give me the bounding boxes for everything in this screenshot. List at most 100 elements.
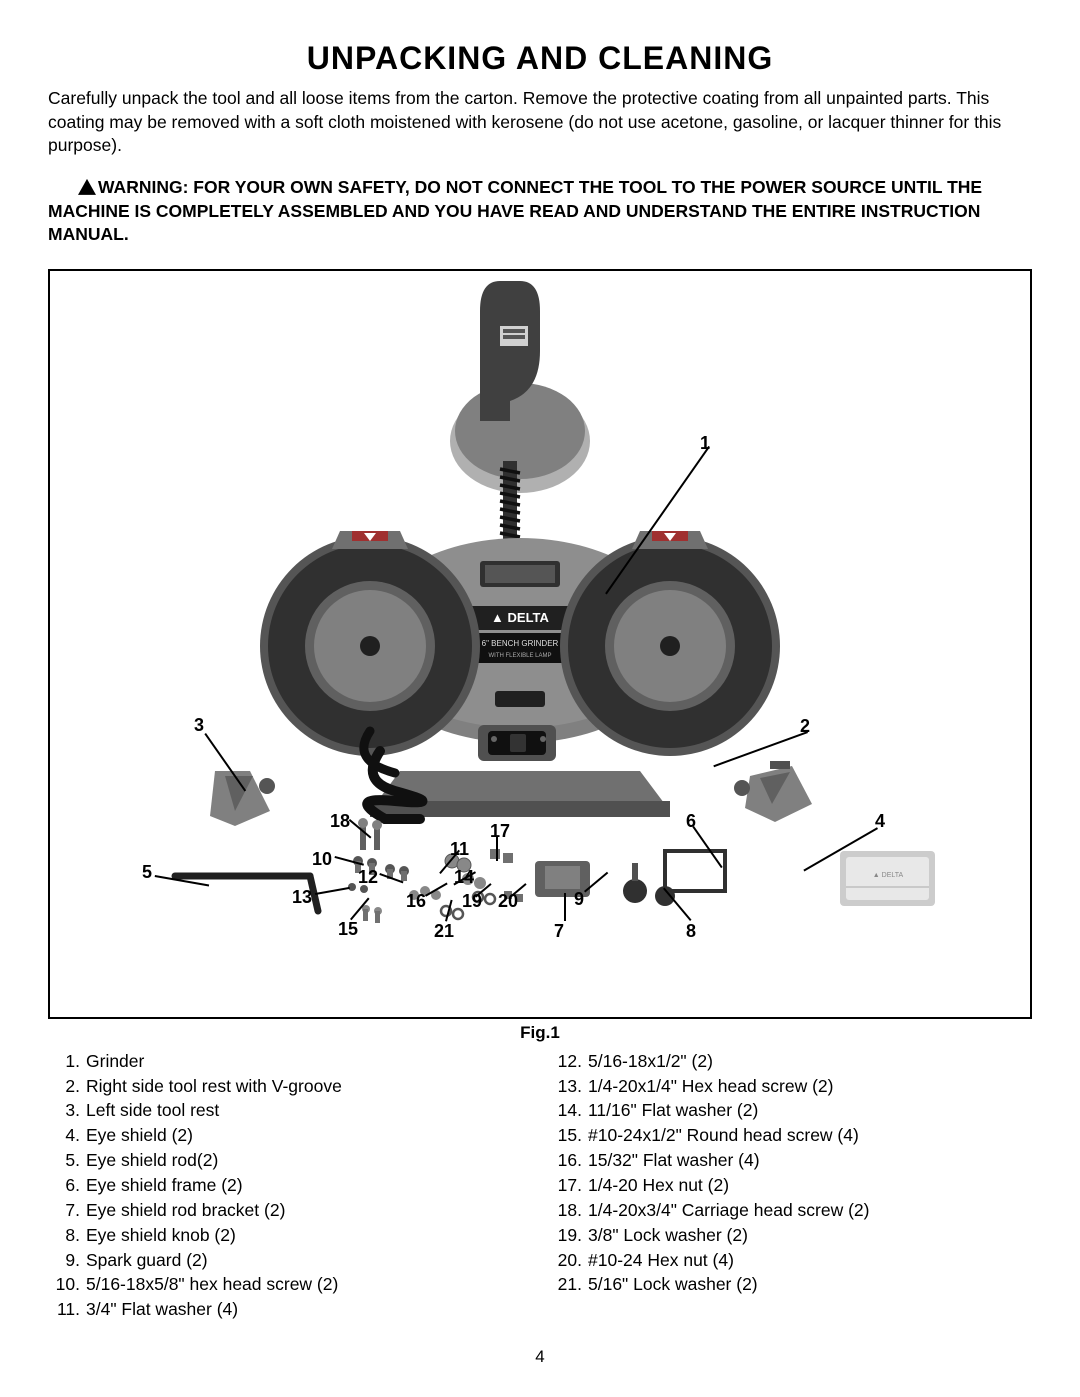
parts-item-number: 12. bbox=[554, 1049, 582, 1074]
parts-item-number: 21. bbox=[554, 1272, 582, 1297]
callout-number: 20 bbox=[498, 891, 518, 912]
parts-list-right: 12.5/16-18x1/2" (2)13.1/4-20x1/4" Hex he… bbox=[550, 1049, 1032, 1322]
callout-number: 15 bbox=[338, 919, 358, 940]
callout-number: 14 bbox=[454, 867, 474, 888]
parts-item-number: 18. bbox=[554, 1198, 582, 1223]
parts-list-item: 15.#10-24x1/2" Round head screw (4) bbox=[578, 1123, 1032, 1148]
parts-item-text: Eye shield (2) bbox=[86, 1125, 193, 1145]
svg-text:▲ DELTA: ▲ DELTA bbox=[873, 872, 904, 879]
parts-item-text: 1/4-20x3/4" Carriage head screw (2) bbox=[588, 1200, 870, 1220]
callout-number: 10 bbox=[312, 849, 332, 870]
callout-number: 8 bbox=[686, 921, 696, 942]
warning-paragraph: WARNING: FOR YOUR OWN SAFETY, DO NOT CON… bbox=[48, 176, 1032, 247]
parts-list-item: 12.5/16-18x1/2" (2) bbox=[578, 1049, 1032, 1074]
parts-item-text: Eye shield knob (2) bbox=[86, 1225, 236, 1245]
parts-list-item: 17.1/4-20 Hex nut (2) bbox=[578, 1173, 1032, 1198]
parts-item-number: 4. bbox=[52, 1123, 80, 1148]
parts-item-number: 15. bbox=[554, 1123, 582, 1148]
parts-item-number: 11. bbox=[52, 1297, 80, 1322]
parts-item-number: 1. bbox=[52, 1049, 80, 1074]
leader-line bbox=[564, 893, 566, 921]
parts-item-number: 10. bbox=[52, 1272, 80, 1297]
callout-number: 5 bbox=[142, 862, 152, 883]
parts-item-text: Eye shield rod bracket (2) bbox=[86, 1200, 285, 1220]
callout-number: 9 bbox=[574, 889, 584, 910]
callout-number: 21 bbox=[434, 921, 454, 942]
parts-item-number: 3. bbox=[52, 1098, 80, 1123]
callout-number: 13 bbox=[292, 887, 312, 908]
warning-icon bbox=[78, 179, 96, 195]
parts-list-item: 4.Eye shield (2) bbox=[76, 1123, 530, 1148]
parts-list-item: 6.Eye shield frame (2) bbox=[76, 1173, 530, 1198]
grinder-illustration: ▲ DELTA 6" BENCH GRINDER WITH FLEXIBLE L… bbox=[50, 271, 1030, 1017]
parts-item-text: 5/16" Lock washer (2) bbox=[588, 1274, 758, 1294]
parts-list-item: 18.1/4-20x3/4" Carriage head screw (2) bbox=[578, 1198, 1032, 1223]
parts-list-item: 3.Left side tool rest bbox=[76, 1098, 530, 1123]
parts-item-number: 7. bbox=[52, 1198, 80, 1223]
parts-item-number: 20. bbox=[554, 1248, 582, 1273]
parts-item-number: 2. bbox=[52, 1074, 80, 1099]
parts-item-text: 3/4" Flat washer (4) bbox=[86, 1299, 238, 1319]
parts-list-item: 20.#10-24 Hex nut (4) bbox=[578, 1248, 1032, 1273]
figure-box: ▲ DELTA 6" BENCH GRINDER WITH FLEXIBLE L… bbox=[48, 269, 1032, 1019]
callout-number: 11 bbox=[450, 839, 469, 860]
parts-list-item: 16.15/32" Flat washer (4) bbox=[578, 1148, 1032, 1173]
parts-item-text: 5/16-18x1/2" (2) bbox=[588, 1051, 713, 1071]
parts-item-text: Spark guard (2) bbox=[86, 1250, 208, 1270]
parts-list-columns: 1.Grinder2.Right side tool rest with V-g… bbox=[48, 1049, 1032, 1322]
callout-number: 2 bbox=[800, 716, 810, 737]
parts-list-item: 5.Eye shield rod(2) bbox=[76, 1148, 530, 1173]
parts-item-text: 11/16" Flat washer (2) bbox=[588, 1100, 758, 1120]
svg-text:▲ DELTA: ▲ DELTA bbox=[491, 610, 549, 625]
parts-list-item: 10.5/16-18x5/8" hex head screw (2) bbox=[76, 1272, 530, 1297]
page-number: 4 bbox=[535, 1347, 544, 1367]
callout-number: 6 bbox=[686, 811, 696, 832]
parts-item-text: Grinder bbox=[86, 1051, 144, 1071]
parts-list-item: 14.11/16" Flat washer (2) bbox=[578, 1098, 1032, 1123]
svg-text:WITH FLEXIBLE LAMP: WITH FLEXIBLE LAMP bbox=[488, 653, 551, 659]
parts-item-text: 15/32" Flat washer (4) bbox=[588, 1150, 760, 1170]
warning-text: WARNING: FOR YOUR OWN SAFETY, DO NOT CON… bbox=[48, 177, 982, 244]
callout-number: 16 bbox=[406, 891, 426, 912]
svg-text:6" BENCH GRINDER: 6" BENCH GRINDER bbox=[482, 639, 559, 648]
intro-paragraph: Carefully unpack the tool and all loose … bbox=[48, 87, 1032, 158]
parts-item-number: 9. bbox=[52, 1248, 80, 1273]
parts-item-number: 17. bbox=[554, 1173, 582, 1198]
parts-list-item: 1.Grinder bbox=[76, 1049, 530, 1074]
parts-item-number: 8. bbox=[52, 1223, 80, 1248]
parts-item-number: 19. bbox=[554, 1223, 582, 1248]
parts-list-item: 21.5/16" Lock washer (2) bbox=[578, 1272, 1032, 1297]
parts-item-number: 14. bbox=[554, 1098, 582, 1123]
callout-number: 7 bbox=[554, 921, 564, 942]
page-title: UNPACKING AND CLEANING bbox=[48, 40, 1032, 77]
parts-list-item: 11.3/4" Flat washer (4) bbox=[76, 1297, 530, 1322]
parts-item-text: 1/4-20 Hex nut (2) bbox=[588, 1175, 729, 1195]
callout-number: 18 bbox=[330, 811, 350, 832]
parts-list-item: 8.Eye shield knob (2) bbox=[76, 1223, 530, 1248]
parts-item-text: Right side tool rest with V-groove bbox=[86, 1076, 342, 1096]
parts-list-item: 2.Right side tool rest with V-groove bbox=[76, 1074, 530, 1099]
parts-list-item: 13.1/4-20x1/4" Hex head screw (2) bbox=[578, 1074, 1032, 1099]
parts-item-text: #10-24 Hex nut (4) bbox=[588, 1250, 734, 1270]
figure-caption: Fig.1 bbox=[48, 1023, 1032, 1043]
callout-number: 17 bbox=[490, 821, 510, 842]
callout-number: 12 bbox=[358, 867, 378, 888]
parts-item-text: 1/4-20x1/4" Hex head screw (2) bbox=[588, 1076, 834, 1096]
parts-item-text: Left side tool rest bbox=[86, 1100, 219, 1120]
callout-number: 3 bbox=[194, 715, 204, 736]
parts-item-number: 5. bbox=[52, 1148, 80, 1173]
callout-number: 19 bbox=[462, 891, 482, 912]
callout-number: 1 bbox=[700, 433, 710, 454]
parts-list-item: 19.3/8" Lock washer (2) bbox=[578, 1223, 1032, 1248]
parts-item-text: Eye shield frame (2) bbox=[86, 1175, 243, 1195]
parts-item-number: 6. bbox=[52, 1173, 80, 1198]
parts-list-item: 9.Spark guard (2) bbox=[76, 1248, 530, 1273]
parts-item-text: 3/8" Lock washer (2) bbox=[588, 1225, 748, 1245]
parts-item-number: 13. bbox=[554, 1074, 582, 1099]
parts-item-text: Eye shield rod(2) bbox=[86, 1150, 218, 1170]
parts-list-left: 1.Grinder2.Right side tool rest with V-g… bbox=[48, 1049, 530, 1322]
parts-item-number: 16. bbox=[554, 1148, 582, 1173]
parts-item-text: #10-24x1/2" Round head screw (4) bbox=[588, 1125, 859, 1145]
callout-number: 4 bbox=[875, 811, 885, 832]
parts-list-item: 7.Eye shield rod bracket (2) bbox=[76, 1198, 530, 1223]
